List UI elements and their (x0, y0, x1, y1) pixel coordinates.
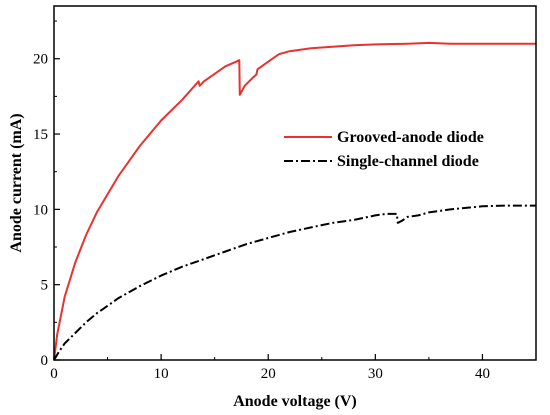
legend-label-grooved-anode: Grooved-anode diode (337, 129, 484, 146)
x-axis: 0 10 20 30 40 (50, 354, 490, 382)
y-tick-label: 10 (33, 202, 48, 218)
legend-label-single-channel: Single-channel diode (337, 153, 479, 170)
y-tick-label: 5 (41, 278, 49, 294)
plot-area (53, 41, 536, 361)
x-tick-label: 0 (50, 366, 58, 382)
series-line-grooved-anode (53, 41, 536, 361)
x-axis-label: Anode voltage (V) (233, 393, 357, 410)
x-tick-label: 40 (475, 366, 490, 382)
y-tick-label: 15 (33, 127, 48, 143)
y-tick-label: 0 (41, 353, 49, 369)
y-tick-label: 20 (33, 52, 48, 68)
x-tick-label: 30 (368, 366, 383, 382)
legend: Grooved-anode diode Single-channel diode (284, 129, 484, 170)
x-tick-label: 20 (261, 366, 276, 382)
plot-frame (53, 5, 537, 361)
y-axis: 0 5 10 15 20 (33, 20, 60, 369)
y-axis-label: Anode current (mA) (8, 113, 25, 252)
x-tick-label: 10 (154, 366, 169, 382)
series-line-single-channel (53, 204, 536, 361)
